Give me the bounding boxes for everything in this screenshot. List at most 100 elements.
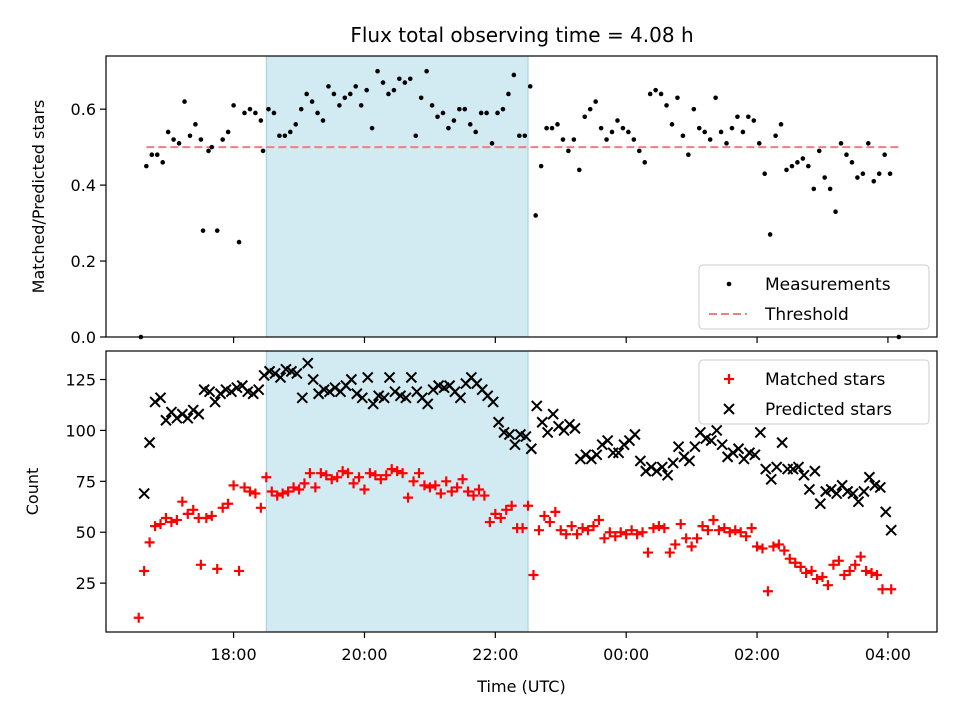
data-point [610, 531, 621, 542]
data-point [380, 80, 386, 85]
data-point [814, 498, 827, 510]
data-point [593, 515, 604, 526]
data-point [756, 141, 762, 146]
data-point [441, 476, 452, 487]
x-tick-label: 02:00 [734, 645, 780, 664]
data-point [454, 392, 467, 404]
data-point [260, 148, 266, 154]
data-point [198, 137, 204, 142]
data-point [661, 469, 674, 481]
data-point [503, 428, 516, 441]
data-point [478, 110, 484, 116]
data-point [550, 506, 561, 517]
data-point [528, 569, 539, 580]
data-point [200, 228, 206, 233]
series-measurements [138, 68, 902, 340]
data-point [593, 99, 598, 104]
data-point [375, 474, 386, 485]
legend-swatch [724, 374, 734, 384]
data-point [658, 91, 664, 97]
data-point [228, 480, 239, 491]
data-point [468, 490, 479, 501]
data-point [154, 392, 167, 404]
data-point [705, 434, 717, 447]
data-point [795, 561, 806, 572]
data-point [258, 118, 264, 123]
data-point [209, 396, 221, 408]
data-point [525, 443, 538, 455]
y-tick-label: 0.4 [71, 176, 96, 195]
data-point [844, 152, 849, 158]
data-point [446, 125, 451, 131]
data-point [730, 525, 741, 536]
data-point [882, 152, 887, 158]
data-point [670, 539, 681, 550]
data-point [850, 559, 861, 570]
data-point [217, 502, 228, 513]
data-point [555, 122, 560, 127]
data-point [830, 487, 843, 500]
data-point [143, 436, 156, 449]
data-point [252, 383, 265, 396]
data-point [467, 122, 473, 127]
data-point [487, 396, 499, 408]
data-point [354, 472, 365, 483]
data-point [223, 498, 234, 509]
data-point [302, 357, 314, 369]
axes-frame [105, 350, 938, 633]
data-point [446, 486, 457, 497]
data-point [653, 521, 664, 532]
data-point [555, 525, 566, 536]
y-tick-label: 0.2 [71, 252, 96, 271]
data-point [206, 510, 217, 521]
data-point [724, 141, 729, 146]
data-point [331, 91, 337, 97]
data-point [462, 106, 468, 112]
data-point [244, 486, 255, 497]
data-point [347, 91, 353, 97]
data-point [177, 496, 188, 507]
legend-swatch [723, 403, 735, 415]
data-point [866, 567, 877, 578]
data-point [501, 504, 512, 515]
data-point [588, 521, 599, 532]
data-point [767, 232, 773, 237]
data-point [408, 476, 419, 487]
data-point [582, 114, 588, 120]
data-point [637, 527, 648, 538]
y-tick-label: 100 [65, 421, 96, 440]
data-point [828, 559, 839, 570]
data-point [405, 371, 418, 384]
data-point [708, 515, 719, 526]
data-point [887, 171, 893, 177]
data-point [702, 525, 713, 536]
data-point [362, 371, 374, 384]
data-point [402, 80, 408, 85]
legend-box [698, 359, 930, 425]
data-point [182, 412, 194, 424]
data-point [392, 466, 403, 477]
data-point [479, 490, 490, 501]
data-point [538, 163, 544, 169]
data-point [855, 551, 866, 562]
data-point [298, 106, 304, 112]
data-point [801, 567, 812, 578]
data-point [719, 523, 730, 534]
data-point [451, 118, 457, 123]
data-point [648, 523, 659, 534]
data-point [816, 148, 822, 154]
data-point [326, 84, 331, 89]
data-point [386, 91, 391, 97]
data-point [702, 129, 708, 135]
data-point [195, 559, 206, 570]
data-point [288, 482, 299, 493]
data-point [620, 125, 626, 131]
data-point [166, 517, 177, 528]
data-point [473, 484, 484, 495]
chart-title: Flux total observing time = 4.08 h [350, 23, 693, 47]
data-point [391, 87, 397, 93]
data-point [253, 110, 258, 116]
data-point [214, 228, 220, 233]
data-point [367, 398, 379, 410]
